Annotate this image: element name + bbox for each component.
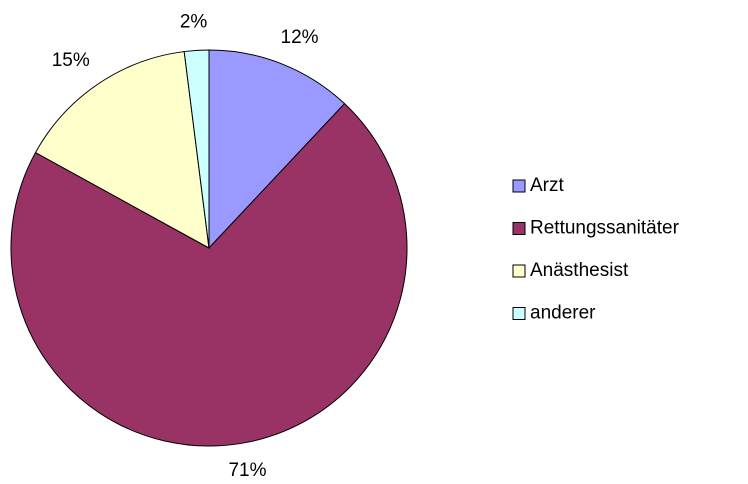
legend-swatch [512, 222, 526, 235]
data-label: 15% [52, 50, 90, 71]
legend-label: anderer [530, 303, 596, 324]
data-label: 2% [180, 11, 208, 32]
legend-label: Arzt [530, 175, 565, 196]
pie-slice [208, 49, 346, 250]
legend-swatch [512, 264, 526, 278]
pie-slice [34, 51, 210, 249]
legend-label: Anästhesist [530, 260, 629, 281]
pie-slice [183, 49, 210, 249]
pie-slice [10, 102, 408, 447]
data-label: 71% [228, 460, 266, 481]
legend-swatch [512, 179, 526, 193]
data-label: 12% [281, 27, 319, 48]
legend-swatch [512, 307, 526, 320]
legend-label: Rettungssanitäter [530, 218, 680, 239]
